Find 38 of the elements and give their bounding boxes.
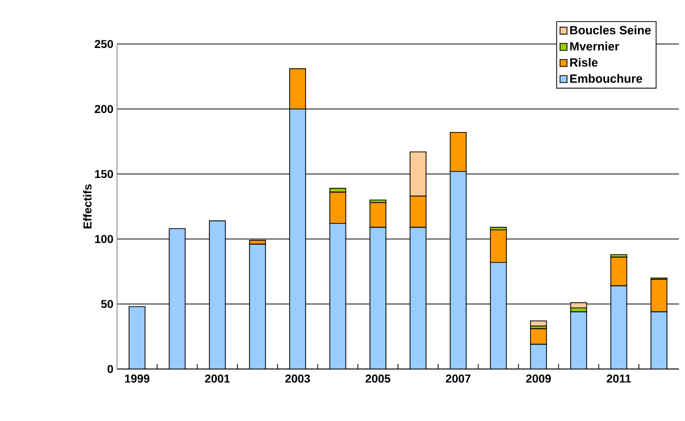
- legend-label: Risle: [570, 58, 598, 67]
- bar: [329, 223, 346, 369]
- bar: [410, 226, 426, 369]
- bar: [370, 226, 386, 369]
- y-tick-label: 0: [108, 364, 114, 374]
- x-tick-label: 2001: [205, 374, 230, 383]
- y-tick-label: 50: [101, 300, 114, 308]
- bar: [530, 344, 547, 369]
- x-tick-label: 2003: [285, 374, 310, 383]
- y-axis-title: Effectifs: [83, 184, 92, 228]
- x-tick-label: 2011: [606, 374, 631, 383]
- bar: [530, 328, 547, 345]
- bar: [570, 311, 588, 369]
- x-tick-label: 2007: [446, 374, 470, 383]
- bar: [490, 262, 507, 369]
- bar: [450, 132, 467, 172]
- bar: [249, 244, 266, 369]
- x-tick-label: 2005: [366, 374, 390, 383]
- x-tick-label: 1999: [125, 374, 150, 383]
- bar: [370, 202, 386, 228]
- bar: [128, 306, 146, 369]
- y-tick-label: 200: [94, 104, 114, 114]
- bar: [490, 230, 507, 263]
- y-tick-label: 100: [95, 234, 114, 244]
- x-tick-label: 2009: [526, 374, 551, 383]
- legend-label: Mvernier: [570, 42, 620, 51]
- bar: [289, 108, 306, 369]
- bar: [329, 192, 346, 224]
- y-tick-label: 150: [95, 170, 114, 178]
- bar: [450, 171, 467, 369]
- legend-label: Embouchure: [570, 74, 642, 83]
- bar: [168, 228, 186, 369]
- bar: [610, 256, 628, 286]
- bar: [650, 311, 668, 369]
- bar: [610, 285, 628, 369]
- legend-label: Boucles Seine: [570, 26, 651, 34]
- bar: [208, 220, 226, 369]
- y-tick-label: 250: [94, 40, 114, 48]
